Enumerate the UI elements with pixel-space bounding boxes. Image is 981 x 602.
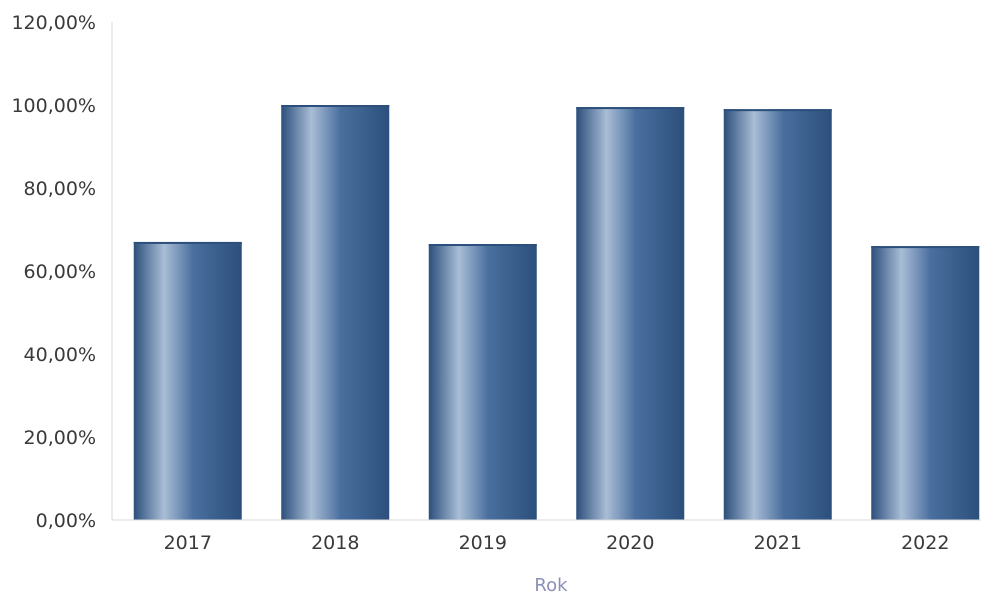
y-tick-label: 20,00% [24,427,96,449]
x-tick-label: 2021 [754,532,802,554]
x-axis: 2017 2018 2019 2020 2021 2022 [112,519,981,554]
x-tick-label: 2022 [901,532,949,554]
x-tick-label: 2018 [311,532,359,554]
bar-2020 [576,107,685,520]
bar-2018 [281,105,390,520]
bar-2022 [871,246,980,520]
bar-2017 [133,241,242,520]
y-tick-label: 40,00% [24,344,96,366]
bar-top-edge-2022 [871,246,980,249]
x-tick-label: 2017 [164,532,212,554]
x-tick-label: 2019 [459,532,507,554]
y-tick-label: 80,00% [24,178,96,200]
x-axis-title: Rok [534,575,568,596]
y-axis: 0,00% 20,00% 40,00% 60,00% 80,00% 100,00% 120,… [11,12,113,532]
bars [133,105,980,521]
bar-top-edge-2019 [428,244,537,247]
bar-top-edge-2018 [281,105,390,107]
bar-2019 [428,244,537,520]
bar-top-edge-2017 [133,241,242,244]
x-tick-label: 2020 [606,532,654,554]
bar-top-edge-2021 [723,109,832,112]
bar-top-edge-2020 [576,107,685,110]
y-tick-label: 120,00% [11,12,96,34]
bar-2021 [723,109,832,521]
y-tick-label: 0,00% [36,510,96,532]
y-tick-label: 60,00% [24,261,96,283]
y-tick-label: 100,00% [11,95,96,117]
